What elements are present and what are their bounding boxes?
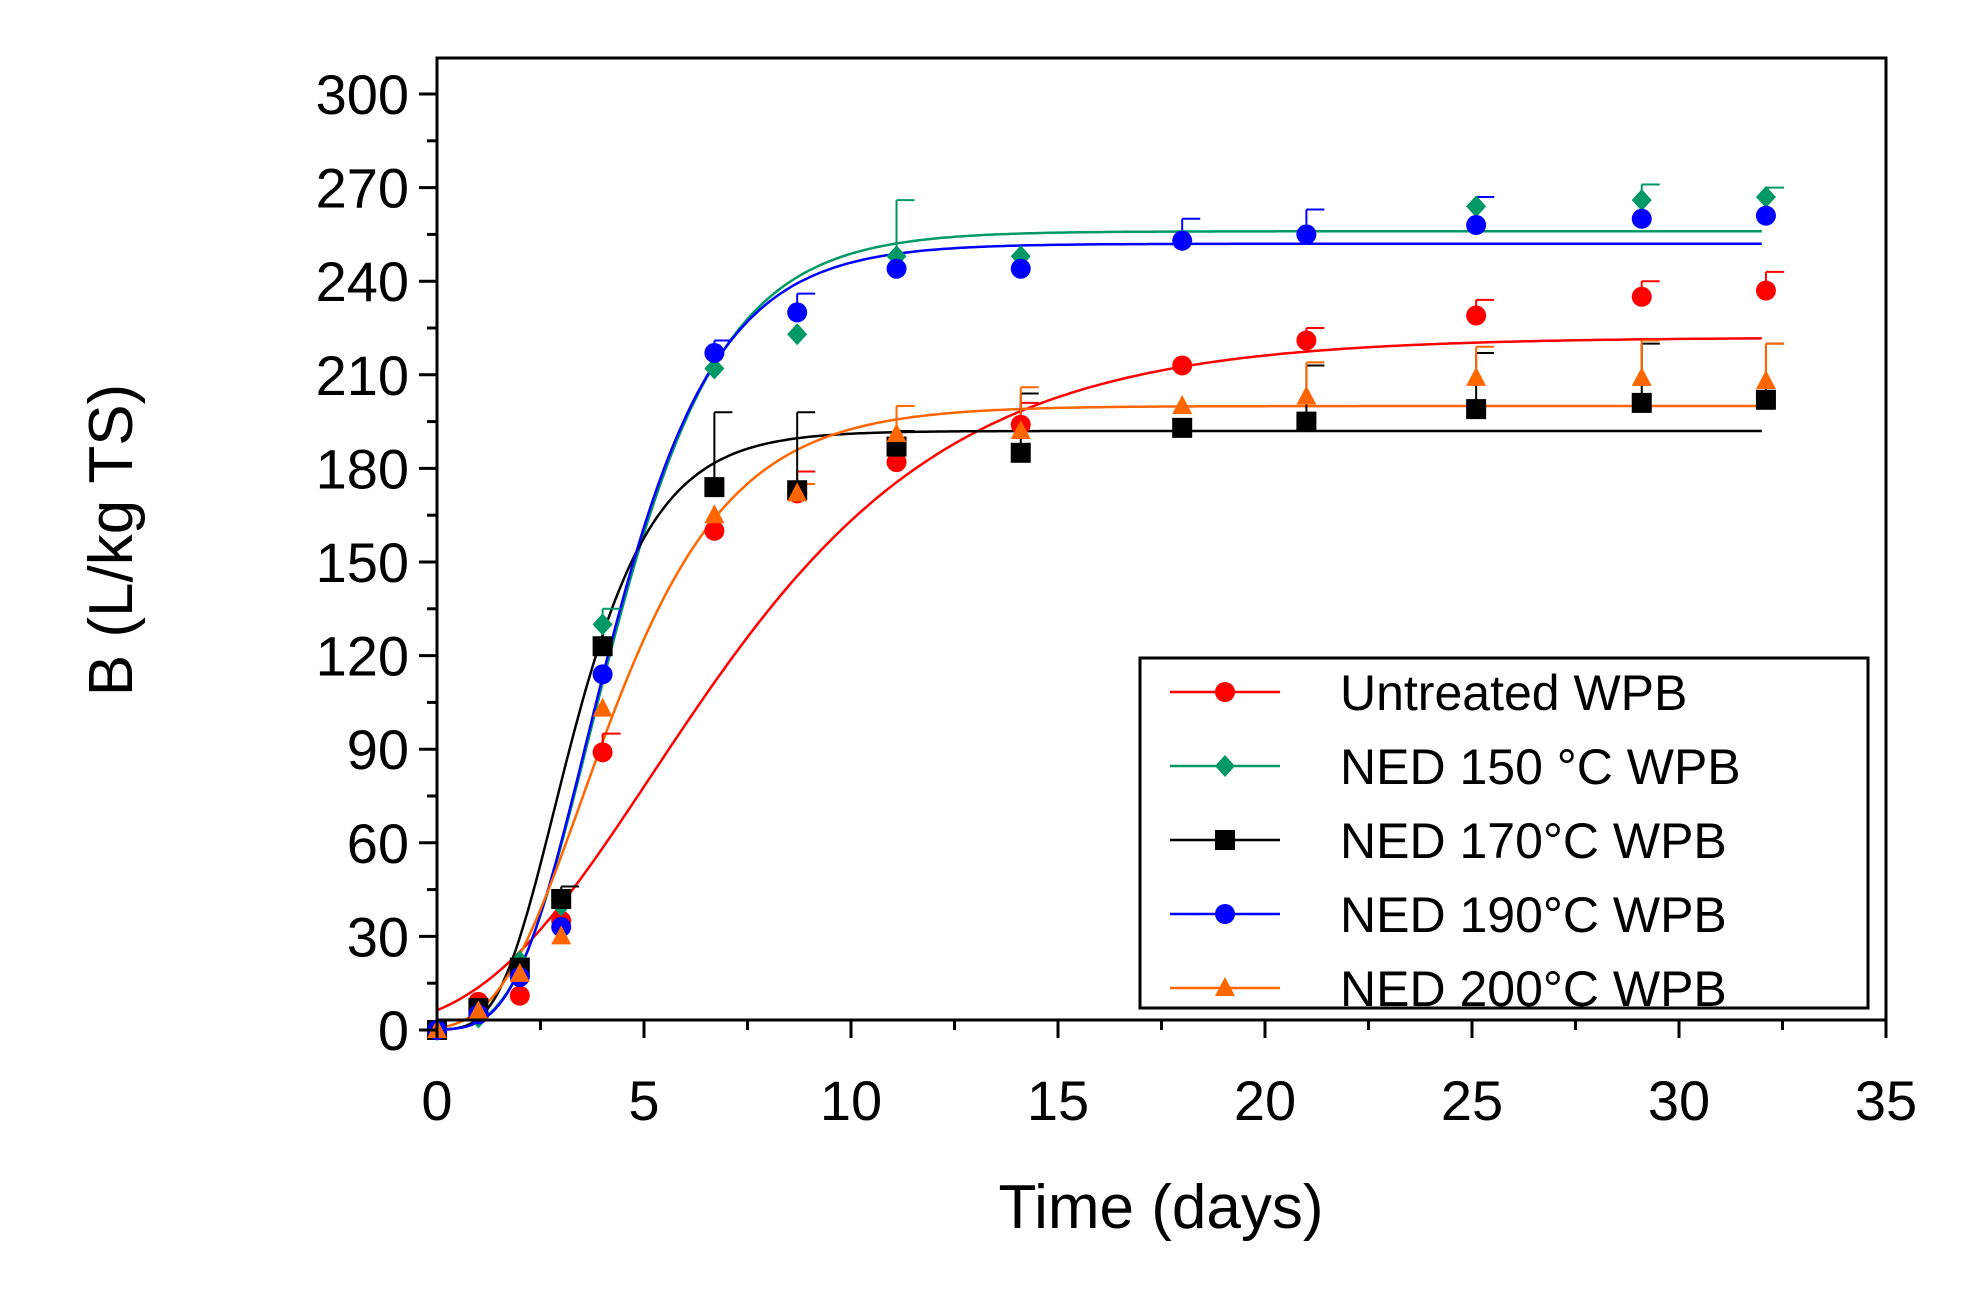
data-point-series-3	[1631, 392, 1652, 413]
fit-curve-series-3	[436, 429, 1762, 1032]
x-tick-label: 30	[1648, 1069, 1710, 1132]
y-tick-label: 120	[316, 625, 409, 688]
data-point-series-4	[1755, 205, 1776, 226]
data-point-series-3	[1755, 389, 1776, 410]
y-axis-title: B (L/kg TS)	[77, 384, 146, 696]
data-point-series-1	[592, 742, 613, 763]
data-point-series-5	[592, 697, 613, 717]
legend-label: NED 170°C WPB	[1340, 813, 1727, 869]
x-axis-title: Time (days)	[999, 1173, 1324, 1242]
data-point-series-4	[1631, 208, 1652, 229]
data-point-series-1	[704, 520, 725, 541]
data-point-series-2	[787, 323, 808, 346]
axis-ticks: 0 5 10 15 20 25 30 35 0 30 60 90 120 150 180 210 240 270 3…	[316, 63, 1918, 1132]
data-point-series-5	[1172, 395, 1193, 414]
data-point-series-5	[551, 925, 572, 945]
legend-marker	[1215, 904, 1235, 924]
legend-marker	[1215, 830, 1235, 850]
y-tick-label: 60	[347, 812, 409, 875]
data-point-series-2	[704, 357, 725, 380]
fit-curve-series-5	[436, 404, 1762, 1030]
data-point-series-5	[468, 1000, 489, 1020]
data-point-series-1	[1755, 280, 1776, 301]
data-point-series-5	[1755, 370, 1776, 390]
x-tick-label: 20	[1234, 1069, 1296, 1132]
x-tick-label: 10	[820, 1069, 882, 1132]
legend-marker	[1215, 682, 1235, 702]
data-point-series-1	[1466, 305, 1487, 326]
data-point-series-4	[787, 302, 808, 323]
legend-box	[1138, 656, 1870, 1010]
data-point-series-4	[1172, 230, 1193, 251]
data-points	[427, 185, 1776, 1041]
data-point-series-4	[1010, 258, 1031, 279]
data-point-series-4	[704, 342, 725, 363]
data-point-series-3	[1296, 411, 1317, 432]
fit-curve-series-1	[436, 337, 1762, 1012]
y-tick-label: 150	[316, 531, 409, 594]
legend: Untreated WPB NED 150 °C WPB NED 170°C WPB…	[1138, 656, 1870, 1017]
data-point-series-3	[1172, 417, 1193, 438]
y-tick-label: 30	[347, 905, 409, 968]
data-point-series-3	[704, 477, 725, 498]
fit-curve-series-2	[436, 230, 1762, 1031]
data-point-series-2	[1466, 195, 1487, 218]
y-tick-label: 180	[316, 437, 409, 500]
x-tick-label: 35	[1855, 1069, 1917, 1132]
data-point-series-1	[1296, 330, 1317, 351]
x-tick-label: 5	[628, 1069, 659, 1132]
y-tick-label: 90	[347, 718, 409, 781]
data-point-series-3	[1010, 442, 1031, 463]
data-point-series-5	[1010, 419, 1031, 439]
x-tick-label: 25	[1441, 1069, 1503, 1132]
x-tick-label: 15	[1027, 1069, 1089, 1132]
data-point-series-4	[1296, 224, 1317, 245]
data-point-series-3	[551, 888, 572, 909]
data-point-series-5	[886, 423, 907, 443]
legend-label: NED 190°C WPB	[1340, 887, 1727, 943]
data-point-series-1	[1631, 286, 1652, 307]
data-point-series-2	[592, 613, 613, 636]
data-point-series-1	[509, 985, 530, 1006]
data-point-series-1	[886, 452, 907, 473]
data-point-series-2	[1631, 189, 1652, 212]
data-point-series-5	[1296, 385, 1317, 405]
y-tick-label: 240	[316, 250, 409, 313]
legend-marker	[1215, 755, 1235, 777]
x-tick-label: 0	[421, 1069, 452, 1132]
data-point-series-4	[592, 664, 613, 685]
data-point-series-5	[1466, 366, 1487, 386]
data-point-series-5	[704, 504, 725, 524]
y-tick-label: 0	[378, 999, 409, 1062]
data-point-series-4	[1466, 215, 1487, 236]
legend-label: Untreated WPB	[1340, 665, 1687, 721]
y-tick-label: 210	[316, 344, 409, 407]
data-point-series-2	[1755, 185, 1776, 208]
data-point-series-3	[592, 636, 613, 657]
legend-marker	[1215, 977, 1235, 996]
data-point-series-4	[886, 258, 907, 279]
y-tick-label: 300	[316, 63, 409, 126]
legend-label: NED 200°C WPB	[1340, 961, 1727, 1017]
data-point-series-5	[509, 962, 530, 982]
data-point-series-3	[1466, 399, 1487, 420]
data-point-series-5	[787, 482, 808, 502]
data-point-series-1	[1172, 355, 1193, 376]
fit-curves	[436, 230, 1762, 1032]
fit-curve-series-4	[436, 242, 1762, 1032]
y-tick-label: 270	[316, 157, 409, 220]
data-point-series-5	[1631, 366, 1652, 386]
legend-label: NED 150 °C WPB	[1340, 739, 1741, 795]
